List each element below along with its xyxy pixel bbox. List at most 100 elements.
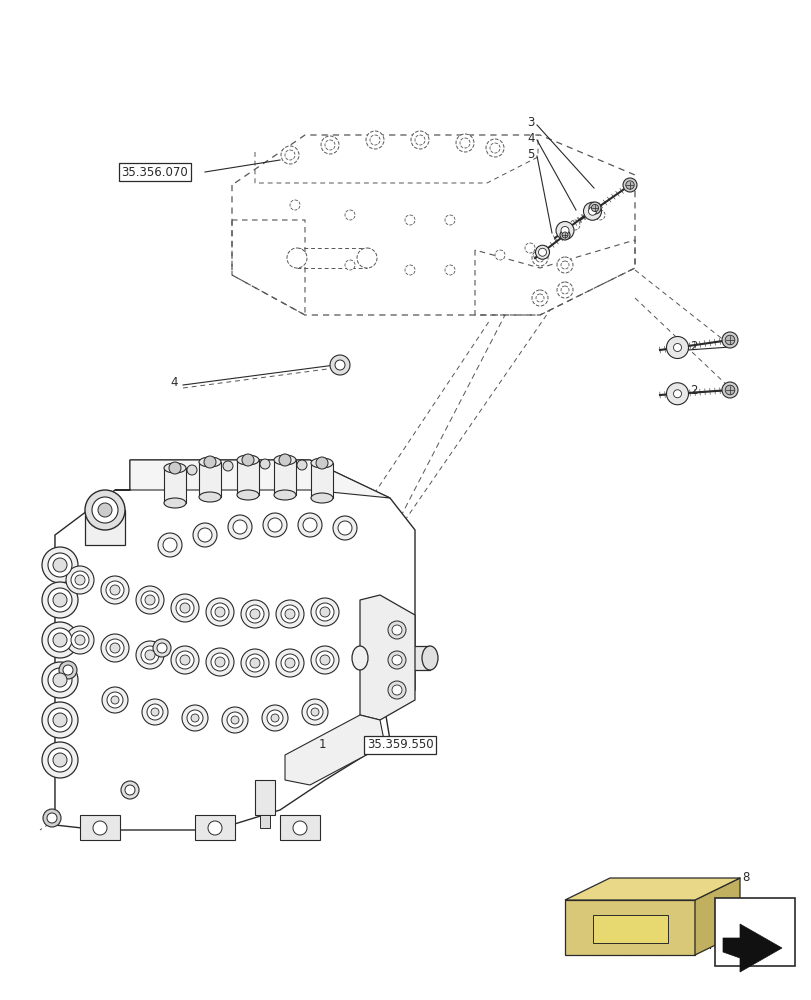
Text: 4: 4 xyxy=(170,376,178,389)
Circle shape xyxy=(560,286,569,294)
Circle shape xyxy=(246,605,264,623)
Circle shape xyxy=(106,639,124,657)
Circle shape xyxy=(71,571,89,589)
Circle shape xyxy=(535,294,543,302)
Circle shape xyxy=(588,202,600,214)
Circle shape xyxy=(410,131,428,149)
Text: 4: 4 xyxy=(527,132,534,145)
Polygon shape xyxy=(694,878,739,955)
Circle shape xyxy=(180,655,190,665)
Circle shape xyxy=(525,243,534,253)
Circle shape xyxy=(345,210,354,220)
Circle shape xyxy=(285,609,294,619)
Circle shape xyxy=(311,646,338,674)
Circle shape xyxy=(85,490,125,530)
Circle shape xyxy=(320,136,338,154)
Circle shape xyxy=(569,220,579,230)
Text: 35.359.550: 35.359.550 xyxy=(367,738,433,752)
Circle shape xyxy=(111,696,119,704)
Circle shape xyxy=(53,633,67,647)
Ellipse shape xyxy=(351,646,367,670)
Circle shape xyxy=(145,650,155,660)
Ellipse shape xyxy=(164,498,186,508)
Circle shape xyxy=(152,639,171,657)
Circle shape xyxy=(223,461,233,471)
Circle shape xyxy=(206,598,234,626)
Circle shape xyxy=(345,260,354,270)
Circle shape xyxy=(47,813,57,823)
Circle shape xyxy=(147,704,163,720)
Text: 2: 2 xyxy=(689,340,697,354)
Circle shape xyxy=(42,622,78,658)
Circle shape xyxy=(211,653,229,671)
Circle shape xyxy=(71,631,89,649)
Circle shape xyxy=(75,635,85,645)
Circle shape xyxy=(101,634,129,662)
Circle shape xyxy=(556,282,573,298)
Circle shape xyxy=(59,661,77,679)
Circle shape xyxy=(315,603,333,621)
Circle shape xyxy=(388,621,406,639)
Text: 35.356.070: 35.356.070 xyxy=(122,166,188,179)
Ellipse shape xyxy=(273,455,296,465)
Circle shape xyxy=(171,594,199,622)
Ellipse shape xyxy=(199,457,221,467)
Circle shape xyxy=(48,748,72,772)
Ellipse shape xyxy=(357,248,376,268)
Circle shape xyxy=(53,558,67,572)
Circle shape xyxy=(242,454,254,466)
Circle shape xyxy=(141,646,159,664)
Polygon shape xyxy=(564,878,739,900)
Circle shape xyxy=(145,595,155,605)
Circle shape xyxy=(315,457,328,469)
Text: 2: 2 xyxy=(689,383,697,396)
Circle shape xyxy=(320,607,329,617)
Polygon shape xyxy=(285,715,384,785)
Circle shape xyxy=(42,702,78,738)
Bar xyxy=(592,915,667,943)
Ellipse shape xyxy=(273,490,296,500)
Polygon shape xyxy=(260,815,270,828)
Circle shape xyxy=(366,131,384,149)
Circle shape xyxy=(262,705,288,731)
Circle shape xyxy=(556,257,573,273)
Circle shape xyxy=(158,533,182,557)
Circle shape xyxy=(157,643,167,653)
Circle shape xyxy=(135,586,164,614)
Circle shape xyxy=(109,585,120,595)
Circle shape xyxy=(276,600,303,628)
Circle shape xyxy=(233,520,247,534)
Circle shape xyxy=(211,603,229,621)
Circle shape xyxy=(268,518,281,532)
Circle shape xyxy=(392,625,401,635)
Ellipse shape xyxy=(311,458,333,468)
Circle shape xyxy=(276,649,303,677)
Ellipse shape xyxy=(286,248,307,268)
Polygon shape xyxy=(115,460,389,498)
Circle shape xyxy=(246,654,264,672)
Circle shape xyxy=(302,699,328,725)
Circle shape xyxy=(324,140,335,150)
Circle shape xyxy=(191,714,199,722)
Polygon shape xyxy=(311,463,333,498)
Circle shape xyxy=(63,665,73,675)
Circle shape xyxy=(230,716,238,724)
Circle shape xyxy=(241,600,268,628)
Text: 6: 6 xyxy=(54,636,62,648)
Circle shape xyxy=(187,465,197,475)
Polygon shape xyxy=(564,900,694,955)
Circle shape xyxy=(298,513,322,537)
Polygon shape xyxy=(55,460,414,830)
Circle shape xyxy=(307,704,323,720)
Circle shape xyxy=(303,518,316,532)
Circle shape xyxy=(290,200,299,210)
Circle shape xyxy=(315,651,333,669)
Circle shape xyxy=(444,265,454,275)
Circle shape xyxy=(48,553,72,577)
Circle shape xyxy=(43,809,61,827)
Circle shape xyxy=(556,222,573,239)
Polygon shape xyxy=(359,595,414,720)
Circle shape xyxy=(625,181,633,189)
Circle shape xyxy=(142,699,168,725)
Circle shape xyxy=(42,742,78,778)
